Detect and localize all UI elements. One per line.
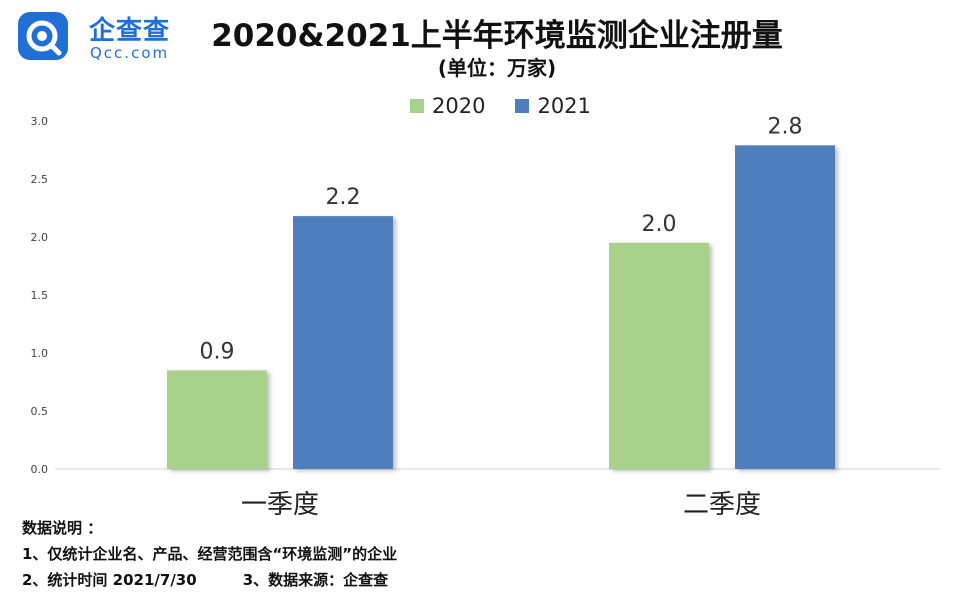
legend-swatch-2021 <box>515 99 530 113</box>
y-tick-label: 0.5 <box>31 405 49 418</box>
bar-2021-1 <box>293 216 393 469</box>
data-label-2021-1: 2.2 <box>326 185 361 210</box>
legend-label-2021: 2021 <box>537 94 591 118</box>
y-tick-label: 2.5 <box>31 173 49 186</box>
legend-item-2021: 2021 <box>515 94 591 118</box>
x-axis: 一季度 二季度 <box>241 490 761 520</box>
qcc-logo: 企查查 Qcc.com <box>14 8 184 64</box>
notes-line-2: 2、统计时间 2021/7/30 3、数据来源：企查查 <box>22 567 397 593</box>
data-label-2020-1: 0.9 <box>200 339 235 364</box>
notes-line-1: 1、仅统计企业名、产品、经营范围含“环境监测”的企业 <box>22 545 398 563</box>
chart-title: 2020&2021上半年环境监测企业注册量 <box>211 18 783 54</box>
bar-chart: 0.0 0.5 1.0 1.5 2.0 2.5 3.0 0.9 2.2 2.0 2.8 一季度 二季… <box>31 114 940 520</box>
y-tick-label: 1.0 <box>31 347 49 360</box>
notes-source: 3、数据来源：企查查 <box>242 571 389 589</box>
y-tick-label: 1.5 <box>31 289 49 302</box>
x-category-label: 二季度 <box>683 490 761 520</box>
legend-label-2020: 2020 <box>432 94 486 118</box>
notes-time: 2、统计时间 2021/7/30 <box>22 571 197 589</box>
brand-domain: Qcc.com <box>90 44 170 62</box>
bar-2020-2 <box>609 242 709 469</box>
brand-name: 企查查 <box>89 16 171 46</box>
data-notes: 数据说明 ： 1、仅统计企业名、产品、经营范围含“环境监测”的企业 2、统计时间… <box>22 515 397 593</box>
legend-item-2020: 2020 <box>410 94 485 118</box>
y-tick-label: 3.0 <box>31 115 49 128</box>
bar-2020-1 <box>167 370 267 469</box>
data-label-2021-2: 2.8 <box>768 114 803 139</box>
bars-group: 0.9 2.2 2.0 2.8 <box>167 114 835 470</box>
chart-legend: 2020 2021 <box>410 94 621 118</box>
data-label-2020-2: 2.0 <box>642 212 677 237</box>
bar-2021-2 <box>735 145 835 470</box>
y-tick-label: 0.0 <box>31 463 49 476</box>
y-tick-label: 2.0 <box>31 231 49 244</box>
legend-swatch-2020 <box>410 99 424 113</box>
chart-subtitle: (单位：万家) <box>437 56 557 80</box>
x-category-label: 一季度 <box>241 490 319 520</box>
qcc-logo-icon <box>18 12 68 60</box>
notes-heading: 数据说明 ： <box>22 519 103 537</box>
y-axis: 0.0 0.5 1.0 1.5 2.0 2.5 3.0 <box>31 115 49 476</box>
